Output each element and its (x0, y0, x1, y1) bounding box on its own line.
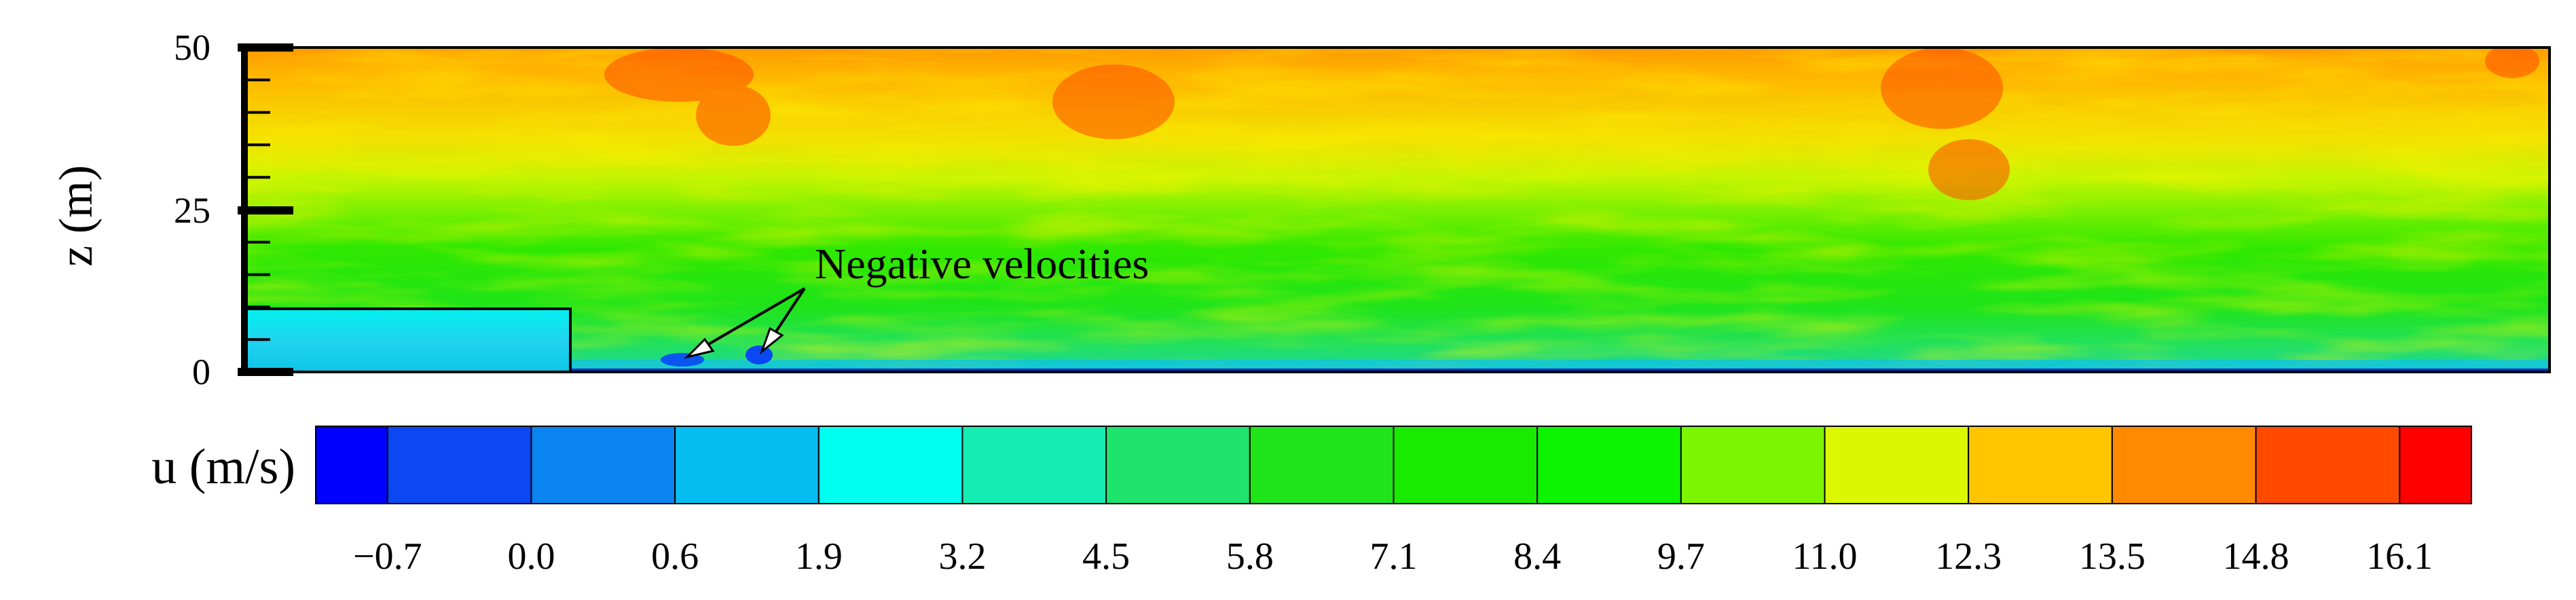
colorbar-tick-label: 3.2 (939, 536, 987, 578)
colorbar-tick-label: 9.7 (1657, 536, 1705, 578)
y-axis-label: z (m) (50, 165, 103, 267)
red-high-velocity-regions (604, 48, 2539, 200)
colorbar-label: u (m/s) (151, 439, 295, 495)
colorbar-tick-label: 5.8 (1226, 536, 1274, 578)
colorbar-segment (1393, 426, 1539, 504)
wall-line (570, 369, 2550, 372)
colorbar-segment (1968, 426, 2113, 504)
y-tick-label-50: 50 (174, 27, 210, 68)
colorbar-segment (817, 426, 963, 504)
contour-field (244, 48, 2550, 372)
y-tick-label-0: 0 (192, 352, 210, 392)
colorbar-tick-label: 12.3 (1935, 536, 2002, 578)
colorbar-segment (2255, 426, 2401, 504)
colorbar-segment (961, 426, 1107, 504)
negative-velocity-spot-2 (746, 345, 773, 364)
colorbar-tick-label: 0.0 (508, 536, 555, 578)
colorbar-tick-label: −0.7 (353, 536, 422, 578)
colorbar (315, 426, 2473, 504)
inlet-region (244, 309, 570, 372)
y-minor-ticks (244, 78, 270, 341)
colorbar-tick-label: 8.4 (1513, 536, 1561, 578)
colorbar-tick-label: 1.9 (795, 536, 843, 578)
annotation-text: Negative velocities (815, 240, 1149, 288)
turbulent-high-velocity-patches (244, 48, 2550, 372)
y-axis: 50 25 0 z (m) (50, 27, 293, 392)
negative-velocities-annotation: Negative velocities (684, 240, 1149, 359)
colorbar-tick-label: 13.5 (2079, 536, 2146, 578)
colorbar-tick-label: 16.1 (2366, 536, 2433, 578)
colorbar-segment (315, 426, 388, 504)
colorbar-tick-label: 14.8 (2223, 536, 2289, 578)
colorbar-segment (2399, 426, 2473, 504)
colorbar-tick-labels: −0.7 0.0 0.6 1.9 3.2 4.5 5.8 7.1 8.4 9.7 11.0 12.3 1… (353, 536, 2433, 578)
colorbar-tick-label: 0.6 (651, 536, 699, 578)
colorbar-segment (674, 426, 820, 504)
colorbar-tick-label: 4.5 (1082, 536, 1130, 578)
inlet-box-outline (244, 307, 572, 372)
colorbar-segment (2111, 426, 2257, 504)
colorbar-segment (386, 426, 532, 504)
colorbar-segment (1537, 426, 1682, 504)
colorbar-segment (1680, 426, 1826, 504)
colorbar-tick-label: 11.0 (1792, 536, 1858, 578)
colorbar-segment (530, 426, 676, 504)
colorbar-segment (1249, 426, 1395, 504)
y-tick-label-25: 25 (174, 190, 210, 231)
colorbar-segment (1105, 426, 1251, 504)
colorbar-segment (1824, 426, 1970, 504)
colorbar-tick-label: 7.1 (1370, 536, 1418, 578)
